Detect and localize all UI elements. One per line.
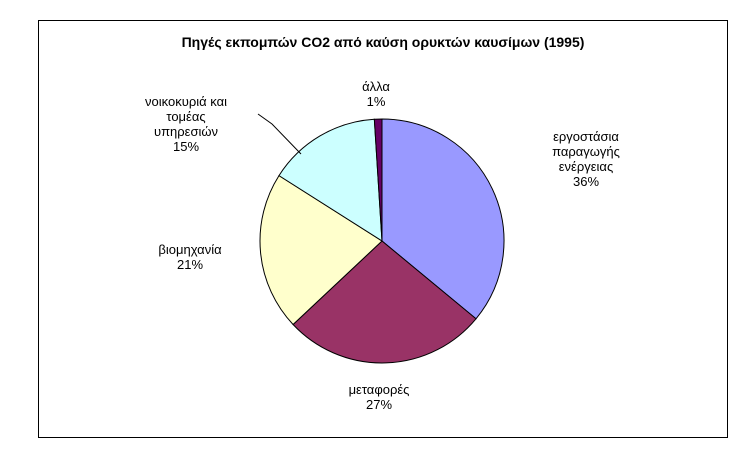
pie-slice-1 bbox=[292, 240, 477, 364]
slice-label-1: μεταφορές 27% bbox=[349, 382, 410, 412]
slice-label-4: άλλα 1% bbox=[362, 79, 390, 109]
pie-slice-3 bbox=[278, 118, 383, 242]
leader-line bbox=[257, 113, 302, 155]
chart-title: Πηγές εκπομπών CO2 από καύση ορυκτών καυ… bbox=[181, 34, 585, 50]
chart-frame: Πηγές εκπομπών CO2 από καύση ορυκτών καυ… bbox=[38, 20, 728, 438]
slice-label-0: εργοστάσια παραγωγής ενέργειας 36% bbox=[552, 129, 620, 189]
pie-slice-0 bbox=[381, 118, 505, 320]
pie-slice-2 bbox=[259, 174, 383, 326]
pie-slice-4 bbox=[373, 118, 383, 242]
slice-label-3: νοικοκυριά και τομέας υπηρεσιών 15% bbox=[145, 94, 227, 154]
slice-label-2: βιομηχανία 21% bbox=[158, 242, 222, 272]
pie-chart: εργοστάσια παραγωγής ενέργειας 36% μεταφορές… bbox=[145, 79, 620, 412]
